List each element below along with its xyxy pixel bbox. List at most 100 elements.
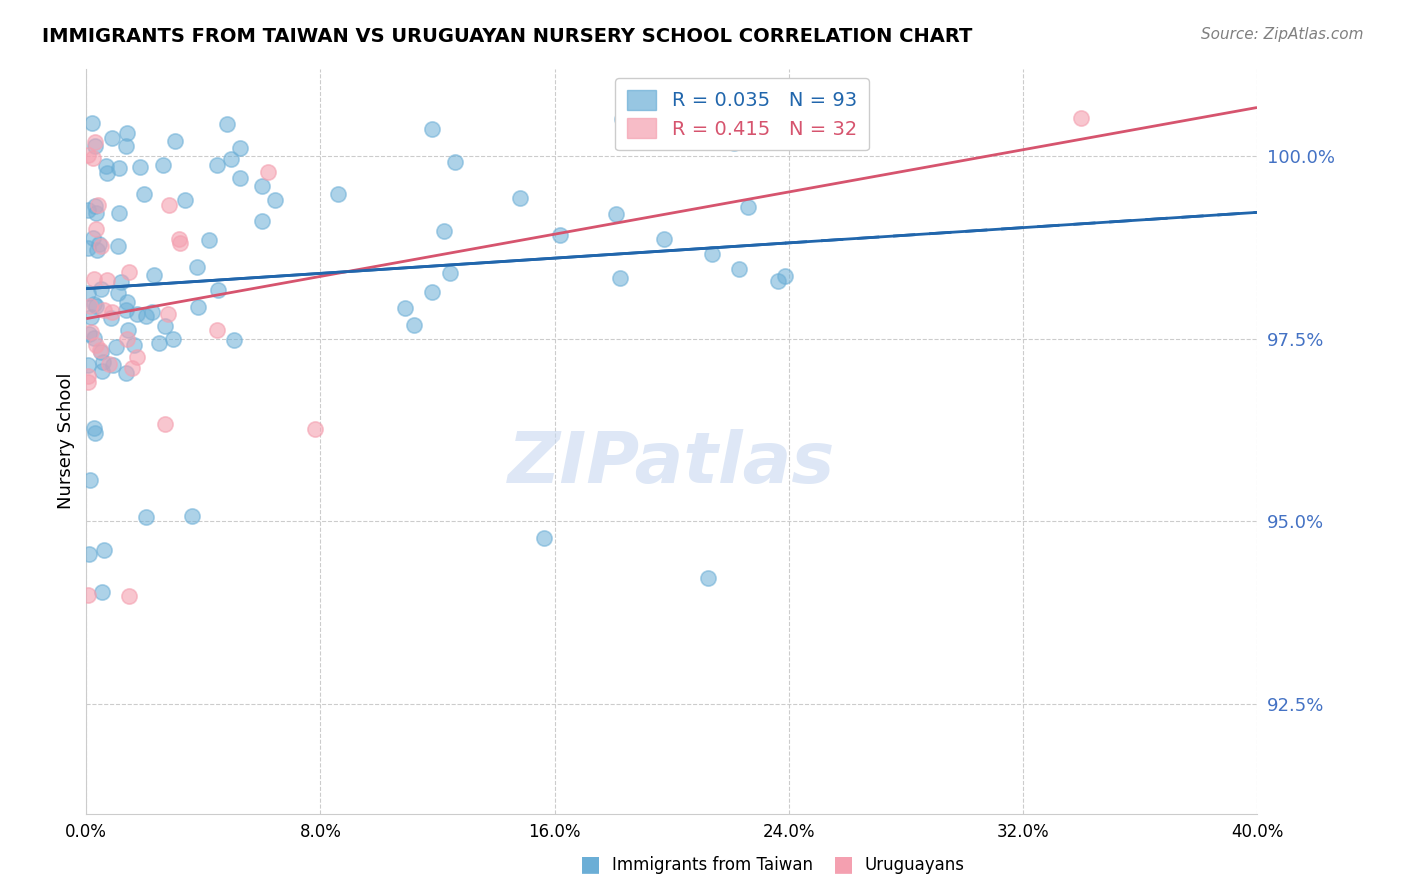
Immigrants from Taiwan — [696, 571, 718, 585]
Immigrants from Taiwan — [728, 262, 751, 277]
Uruguayans — [1070, 111, 1092, 125]
Immigrants from Taiwan — [117, 127, 139, 141]
Uruguayans — [167, 231, 190, 245]
Immigrants from Taiwan — [100, 131, 122, 145]
Immigrants from Taiwan — [80, 310, 103, 324]
Immigrants from Taiwan — [82, 231, 104, 245]
Immigrants from Taiwan — [117, 323, 139, 337]
Immigrants from Taiwan — [101, 359, 124, 373]
Immigrants from Taiwan — [77, 358, 100, 372]
Immigrants from Taiwan — [219, 152, 242, 166]
Immigrants from Taiwan — [122, 338, 145, 352]
Immigrants from Taiwan — [115, 366, 138, 380]
Uruguayans — [90, 239, 112, 253]
Uruguayans — [84, 338, 107, 352]
Immigrants from Taiwan — [90, 345, 112, 359]
Uruguayans — [76, 375, 98, 389]
Immigrants from Taiwan — [773, 268, 796, 283]
Immigrants from Taiwan — [444, 155, 467, 169]
Immigrants from Taiwan — [84, 426, 107, 441]
Uruguayans — [127, 350, 149, 364]
Immigrants from Taiwan — [141, 305, 163, 319]
Immigrants from Taiwan — [252, 178, 274, 193]
Immigrants from Taiwan — [83, 297, 105, 311]
Immigrants from Taiwan — [135, 509, 157, 524]
Immigrants from Taiwan — [107, 239, 129, 253]
Text: Uruguayans: Uruguayans — [865, 856, 965, 874]
Uruguayans — [79, 299, 101, 313]
Text: Immigrants from Taiwan: Immigrants from Taiwan — [612, 856, 813, 874]
Uruguayans — [256, 165, 278, 179]
Uruguayans — [77, 588, 100, 602]
Immigrants from Taiwan — [163, 135, 186, 149]
Uruguayans — [89, 343, 111, 358]
Uruguayans — [153, 417, 176, 431]
Immigrants from Taiwan — [91, 355, 114, 369]
Immigrants from Taiwan — [84, 139, 107, 153]
Immigrants from Taiwan — [107, 161, 129, 175]
Immigrants from Taiwan — [84, 199, 107, 213]
Immigrants from Taiwan — [96, 166, 118, 180]
Immigrants from Taiwan — [132, 187, 155, 202]
Uruguayans — [83, 135, 105, 149]
Immigrants from Taiwan — [115, 303, 138, 318]
Immigrants from Taiwan — [224, 333, 246, 347]
Immigrants from Taiwan — [86, 243, 108, 257]
Text: Source: ZipAtlas.com: Source: ZipAtlas.com — [1201, 27, 1364, 42]
Immigrants from Taiwan — [162, 332, 184, 346]
Immigrants from Taiwan — [187, 300, 209, 314]
Uruguayans — [87, 197, 110, 211]
Immigrants from Taiwan — [420, 122, 443, 136]
Uruguayans — [304, 422, 326, 436]
Immigrants from Taiwan — [129, 161, 152, 175]
Immigrants from Taiwan — [114, 139, 136, 153]
Uruguayans — [121, 360, 143, 375]
Uruguayans — [93, 303, 115, 318]
Immigrants from Taiwan — [91, 364, 114, 378]
Immigrants from Taiwan — [77, 326, 100, 341]
Immigrants from Taiwan — [89, 237, 111, 252]
Immigrants from Taiwan — [76, 203, 98, 218]
Uruguayans — [157, 307, 180, 321]
Text: ■: ■ — [834, 855, 853, 874]
Immigrants from Taiwan — [652, 232, 675, 246]
Immigrants from Taiwan — [105, 340, 128, 354]
Immigrants from Taiwan — [394, 301, 416, 315]
Uruguayans — [98, 357, 121, 371]
Immigrants from Taiwan — [207, 283, 229, 297]
Immigrants from Taiwan — [180, 509, 202, 524]
Immigrants from Taiwan — [263, 193, 285, 207]
Immigrants from Taiwan — [700, 247, 723, 261]
Immigrants from Taiwan — [76, 241, 98, 255]
Immigrants from Taiwan — [80, 116, 103, 130]
Immigrants from Taiwan — [205, 158, 228, 172]
Immigrants from Taiwan — [77, 286, 100, 301]
Immigrants from Taiwan — [107, 286, 129, 301]
Immigrants from Taiwan — [723, 136, 745, 150]
Immigrants from Taiwan — [93, 543, 115, 558]
Immigrants from Taiwan — [229, 141, 252, 155]
Immigrants from Taiwan — [215, 117, 238, 131]
Immigrants from Taiwan — [326, 186, 349, 201]
Immigrants from Taiwan — [79, 473, 101, 487]
Uruguayans — [96, 272, 118, 286]
Immigrants from Taiwan — [174, 193, 197, 207]
Immigrants from Taiwan — [83, 331, 105, 345]
Immigrants from Taiwan — [153, 319, 176, 334]
Immigrants from Taiwan — [420, 285, 443, 299]
Immigrants from Taiwan — [110, 275, 132, 289]
Uruguayans — [117, 332, 139, 346]
Immigrants from Taiwan — [737, 200, 759, 214]
Uruguayans — [205, 323, 228, 337]
Legend: R = 0.035   N = 93, R = 0.415   N = 32: R = 0.035 N = 93, R = 0.415 N = 32 — [616, 78, 869, 151]
Uruguayans — [84, 221, 107, 235]
Immigrants from Taiwan — [84, 206, 107, 220]
Immigrants from Taiwan — [125, 307, 148, 321]
Immigrants from Taiwan — [612, 112, 634, 127]
Immigrants from Taiwan — [91, 584, 114, 599]
Immigrants from Taiwan — [135, 310, 157, 324]
Immigrants from Taiwan — [250, 214, 273, 228]
Uruguayans — [82, 152, 104, 166]
Immigrants from Taiwan — [533, 531, 555, 545]
Immigrants from Taiwan — [439, 266, 461, 280]
